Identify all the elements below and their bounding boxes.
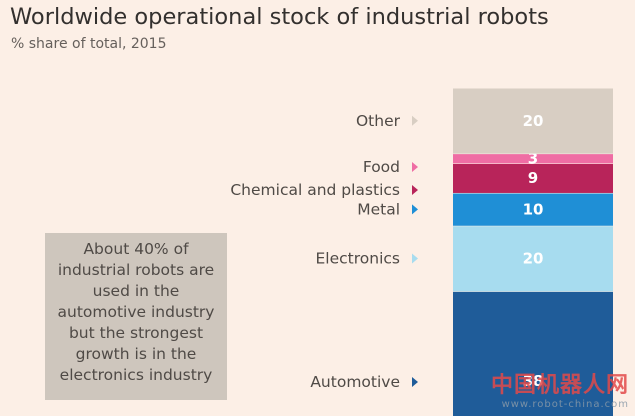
- chart-title: Worldwide operational stock of industria…: [10, 4, 549, 30]
- category-label-food: Food: [363, 158, 400, 176]
- watermark: 中国机器人网 www.robot-china.com: [491, 367, 629, 410]
- value-label-other: 20: [523, 112, 544, 130]
- chart-subtitle: % share of total, 2015: [11, 36, 167, 52]
- bar-segment-automotive: [453, 291, 613, 416]
- value-label-electronics: 20: [523, 250, 544, 268]
- category-label-chemical-and-plastics: Chemical and plastics: [230, 181, 400, 199]
- legend-arrow-metal: [412, 204, 418, 215]
- bar-segment-other: [453, 88, 613, 154]
- bar-segment-chemical-and-plastics: [453, 163, 613, 193]
- bar-segment-food: [453, 153, 613, 164]
- bar-segment-electronics: [453, 225, 613, 292]
- value-label-food: 3: [528, 150, 538, 168]
- annotation-note: About 40% of industrial robots are used …: [45, 233, 227, 400]
- value-label-chemical-and-plastics: 9: [528, 169, 538, 187]
- legend-arrow-other: [412, 115, 418, 126]
- category-label-metal: Metal: [357, 200, 400, 218]
- category-label-electronics: Electronics: [316, 250, 400, 268]
- category-label-other: Other: [356, 112, 401, 130]
- legend-arrow-automotive: [412, 377, 418, 387]
- value-label-automotive: 38: [523, 372, 544, 390]
- watermark-brand: 中国机器人网: [490, 373, 629, 398]
- bar-segment-metal: [453, 192, 613, 226]
- legend-arrow-food: [412, 162, 418, 172]
- category-label-automotive: Automotive: [310, 373, 400, 391]
- watermark-url: www.robot-china.com: [501, 399, 629, 410]
- value-label-metal: 10: [523, 200, 544, 218]
- legend-arrow-electronics: [412, 253, 418, 264]
- legend-arrow-chemical-and-plastics: [412, 185, 418, 195]
